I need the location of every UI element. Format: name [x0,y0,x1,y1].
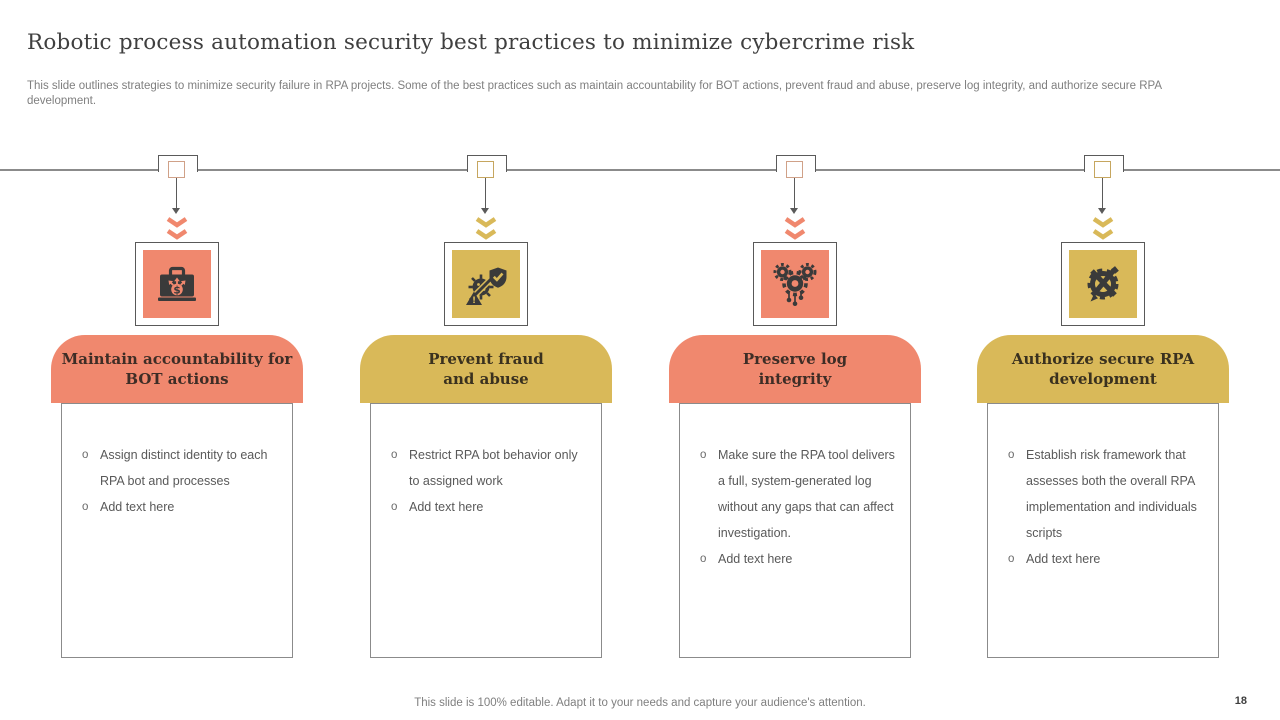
list-item: o Establish risk framework that assesses … [1008,442,1208,546]
list-item: o Add text here [82,494,282,520]
connector-vline [1102,178,1103,208]
connector-square [477,161,494,178]
bullet-list: o Establish risk framework that assesses … [1008,442,1208,572]
practice-column-3: Preserve log integrity o Make sure the RP… [669,0,921,720]
bullet-list: o Make sure the RPA tool delivers a full,… [700,442,900,572]
list-item: o Add text here [700,546,900,572]
bullet-marker: o [82,501,89,513]
timeline-connector-line [0,169,1280,171]
bullet-marker: o [1008,553,1015,565]
bullet-marker: o [1008,449,1015,461]
practice-column-4: Authorize secure RPA development o Establ… [977,0,1229,720]
arrow-down-icon [481,208,489,214]
bullet-marker: o [391,501,398,513]
bullet-marker: o [700,449,707,461]
icon-frame [753,242,837,326]
icon-frame: ! [444,242,528,326]
list-item: o Make sure the RPA tool delivers a full,… [700,442,900,546]
double-chevron-down-icon [784,217,806,241]
practice-column-2: ! Prevent fraud and abuse o Restrict RPA … [360,0,612,720]
bullet-marker: o [700,553,707,565]
connector-square [168,161,185,178]
list-item: o Assign distinct identity to each RPA bo… [82,442,282,494]
page-number: 18 [1234,695,1247,707]
slide-subtitle: This slide outlines strategies to minimi… [27,80,1162,107]
connector-square [1094,161,1111,178]
bullet-list: o Assign distinct identity to each RPA bo… [82,442,282,520]
list-item: o Add text here [391,494,591,520]
gears-log-icon [761,250,829,318]
column-body: o Establish risk framework that assesses … [987,403,1219,658]
arrow-down-icon [172,208,180,214]
footer-note: This slide is 100% editable. Adapt it to… [414,697,866,709]
column-body: o Restrict RPA bot behavior only to assig… [370,403,602,658]
double-chevron-down-icon [166,217,188,241]
practice-column-1: $ Maintain accountability for BOT action… [51,0,303,720]
bullet-marker: o [391,449,398,461]
bullet-marker: o [82,449,89,461]
double-chevron-down-icon [475,217,497,241]
page-title: Robotic process automation security best… [27,30,915,55]
icon-frame [1061,242,1145,326]
connector-square [786,161,803,178]
svg-text:$: $ [173,284,180,296]
arrow-down-icon [1098,208,1106,214]
connector-vline [485,178,486,208]
bullet-list: o Restrict RPA bot behavior only to assig… [391,442,591,520]
column-header: Maintain accountability for BOT actions [51,335,303,403]
money-briefcase-icon: $ [143,250,211,318]
fraud-prevention-shield-icon: ! [452,250,520,318]
column-header: Preserve log integrity [669,335,921,403]
column-header: Prevent fraud and abuse [360,335,612,403]
column-body: o Assign distinct identity to each RPA bo… [61,403,293,658]
column-header: Authorize secure RPA development [977,335,1229,403]
svg-text:!: ! [472,296,476,306]
connector-vline [794,178,795,208]
icon-frame: $ [135,242,219,326]
list-item: o Restrict RPA bot behavior only to assig… [391,442,591,494]
list-item: o Add text here [1008,546,1208,572]
arrow-down-icon [790,208,798,214]
column-body: o Make sure the RPA tool delivers a full,… [679,403,911,658]
double-chevron-down-icon [1092,217,1114,241]
gear-pencil-icon [1069,250,1137,318]
connector-vline [176,178,177,208]
